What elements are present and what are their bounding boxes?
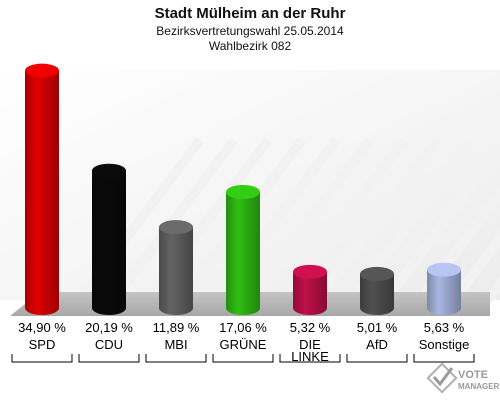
bar-top [427,262,461,277]
value-label: 11,89 % [153,320,200,335]
background-stripe [450,230,500,303]
bar-afd [360,266,394,315]
axis-tick [78,354,140,363]
background-stripe [110,137,238,303]
logo-line-1: VOTE [458,369,488,381]
bar-die-linke [293,264,327,315]
value-label: 20,19 % [85,320,133,335]
vote-manager-logo: VOTE MANAGER [426,362,500,394]
category-label: CDU [95,337,123,352]
bar-body [25,70,59,316]
bar-top [360,266,394,281]
background-stripe [314,137,442,303]
bar-spd [25,63,59,316]
bar-cdu [92,163,126,315]
bar-body [360,273,394,315]
axis-tick [413,354,475,363]
bar-top [293,264,327,279]
bar-mbi [159,220,193,315]
category-label: MBI [164,337,187,352]
chart-subtitle-2: Wahlbezirk 082 [209,39,292,53]
bar-body [427,269,461,315]
axis-tick [145,354,207,363]
value-label: 5,01 % [357,320,398,335]
bar-body [159,227,193,315]
axis-tick [212,354,274,363]
value-label: 5,32 % [290,320,331,335]
value-label: 5,63 % [424,320,465,335]
bar-top [226,184,260,199]
value-labels-group: 34,90 % 20,19 % 11,89 % 17,06 % 5,32 % 5,01 %… [18,320,465,335]
category-label: LINKE [291,349,329,364]
logo-line-2: MANAGER [458,382,500,391]
bars-group [25,63,461,316]
chart-subtitle: Bezirksvertretungswahl 25.05.2014 [156,24,344,38]
axis-tick [279,354,341,363]
value-label: 17,06 % [219,320,267,335]
category-label: DIE [299,337,321,352]
bar-body [226,191,260,315]
axis-tick [11,354,73,363]
bar-gr-ne [226,184,260,315]
bar-body [92,170,126,315]
category-label: AfD [366,337,388,352]
check-mark-icon [426,362,458,394]
background-stripe [246,137,374,303]
bar-body [293,271,327,315]
bar-top [25,63,59,78]
category-label: Sonstige [419,337,470,352]
bar-top [159,220,193,235]
axis-tick [346,354,408,363]
chart-title: Stadt Mülheim an der Ruhr [155,5,346,22]
background-stripe [382,139,500,303]
category-label: GRÜNE [220,337,267,352]
bar-sonstige [427,262,461,315]
bar-top [92,163,126,178]
category-axis [11,354,475,363]
value-label: 34,90 % [18,320,66,335]
category-label: SPD [29,337,56,352]
